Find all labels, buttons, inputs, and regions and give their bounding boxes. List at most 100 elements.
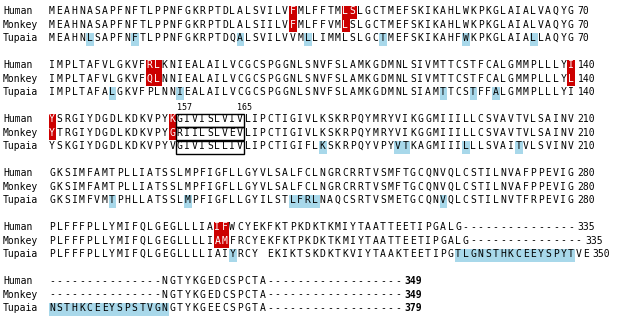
Text: G: G xyxy=(215,182,220,191)
Text: F: F xyxy=(478,87,484,97)
Text: -: - xyxy=(387,289,393,300)
Text: V: V xyxy=(260,182,265,191)
Text: L: L xyxy=(530,127,536,138)
Text: T: T xyxy=(418,236,423,246)
Text: Human: Human xyxy=(3,114,32,124)
Text: L: L xyxy=(215,127,220,138)
Text: L: L xyxy=(177,236,183,246)
Text: F: F xyxy=(199,168,205,178)
Text: G: G xyxy=(365,19,371,29)
Text: P: P xyxy=(86,236,93,246)
Text: A: A xyxy=(64,33,70,43)
Text: F: F xyxy=(72,236,78,246)
Text: I: I xyxy=(560,195,566,205)
Text: L: L xyxy=(470,127,476,138)
Text: L: L xyxy=(312,195,318,205)
Text: K: K xyxy=(470,6,476,16)
Text: L: L xyxy=(463,127,468,138)
Text: A: A xyxy=(508,19,513,29)
Text: Y: Y xyxy=(109,303,115,313)
Text: M: M xyxy=(433,127,439,138)
Text: D: D xyxy=(94,141,100,151)
Text: Q: Q xyxy=(139,249,145,259)
Text: -: - xyxy=(568,222,574,232)
Text: K: K xyxy=(124,114,130,124)
Text: S: S xyxy=(335,74,341,83)
Text: F: F xyxy=(275,236,281,246)
Bar xyxy=(462,32,470,46)
Text: Y: Y xyxy=(162,141,168,151)
Text: L: L xyxy=(244,33,251,43)
Bar xyxy=(109,194,117,208)
Text: -: - xyxy=(508,236,513,246)
Text: S: S xyxy=(463,60,468,70)
Text: -: - xyxy=(86,276,93,286)
Text: A: A xyxy=(192,60,198,70)
Text: L: L xyxy=(147,236,152,246)
Text: L: L xyxy=(312,182,318,191)
Text: T: T xyxy=(57,127,62,138)
Text: S: S xyxy=(463,74,468,83)
Text: I: I xyxy=(207,182,213,191)
Text: K: K xyxy=(327,249,333,259)
Text: A: A xyxy=(523,33,529,43)
Text: L: L xyxy=(131,168,138,178)
Text: E: E xyxy=(162,222,168,232)
Text: V: V xyxy=(523,114,529,124)
Text: R: R xyxy=(342,127,348,138)
Text: F: F xyxy=(177,19,183,29)
Text: G: G xyxy=(169,289,175,300)
Text: G: G xyxy=(169,249,175,259)
Text: A: A xyxy=(192,87,198,97)
Text: C: C xyxy=(252,87,258,97)
Text: -: - xyxy=(365,289,371,300)
Text: V: V xyxy=(260,6,265,16)
Text: -: - xyxy=(560,222,566,232)
Text: V: V xyxy=(425,74,431,83)
Text: I: I xyxy=(455,141,461,151)
Bar xyxy=(530,32,537,46)
Text: S: S xyxy=(410,60,416,70)
Text: R: R xyxy=(64,127,70,138)
Bar xyxy=(439,86,447,100)
Text: N: N xyxy=(433,168,439,178)
Text: E: E xyxy=(215,303,220,313)
Text: P: P xyxy=(440,249,446,259)
Text: P: P xyxy=(425,222,431,232)
Text: K: K xyxy=(320,236,326,246)
Text: C: C xyxy=(455,60,461,70)
Bar xyxy=(289,6,297,18)
Text: F: F xyxy=(523,182,529,191)
Text: G: G xyxy=(177,141,183,151)
Text: Q: Q xyxy=(447,182,453,191)
Text: S: S xyxy=(94,33,100,43)
Text: P: P xyxy=(267,60,273,70)
Text: L: L xyxy=(478,141,484,151)
Text: S: S xyxy=(230,289,235,300)
Text: P: P xyxy=(64,60,70,70)
Text: L: L xyxy=(154,60,160,70)
Text: T: T xyxy=(139,6,145,16)
Text: R: R xyxy=(177,127,183,138)
Bar xyxy=(568,59,575,73)
Text: C: C xyxy=(485,60,491,70)
Text: C: C xyxy=(418,168,423,178)
Text: V: V xyxy=(230,74,235,83)
Text: D: D xyxy=(109,141,115,151)
Text: P: P xyxy=(237,276,243,286)
Text: -: - xyxy=(109,289,115,300)
Text: V: V xyxy=(538,6,544,16)
Text: -: - xyxy=(335,276,341,286)
Text: I: I xyxy=(425,19,431,29)
Text: 140: 140 xyxy=(578,74,595,83)
Text: Y: Y xyxy=(387,114,393,124)
Text: 349: 349 xyxy=(404,276,422,286)
Text: I: I xyxy=(357,249,363,259)
Text: -: - xyxy=(373,276,378,286)
Bar xyxy=(289,194,297,208)
Text: V: V xyxy=(553,195,559,205)
Text: I: I xyxy=(342,222,348,232)
Text: N: N xyxy=(79,33,85,43)
Text: A: A xyxy=(147,168,152,178)
Text: -: - xyxy=(102,276,107,286)
